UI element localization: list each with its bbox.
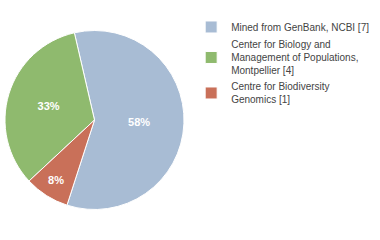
svg-text:8%: 8%	[48, 174, 64, 186]
svg-text:Center for Biology andManageme: Center for Biology andManagement of Popu…	[231, 39, 358, 76]
svg-text:Mined from GenBank, NCBI [7]: Mined from GenBank, NCBI [7]	[231, 22, 369, 33]
svg-text:58%: 58%	[128, 116, 150, 128]
svg-text:33%: 33%	[38, 100, 60, 112]
svg-text:Centre for BiodiversityGenomic: Centre for BiodiversityGenomics [1]	[231, 81, 329, 105]
